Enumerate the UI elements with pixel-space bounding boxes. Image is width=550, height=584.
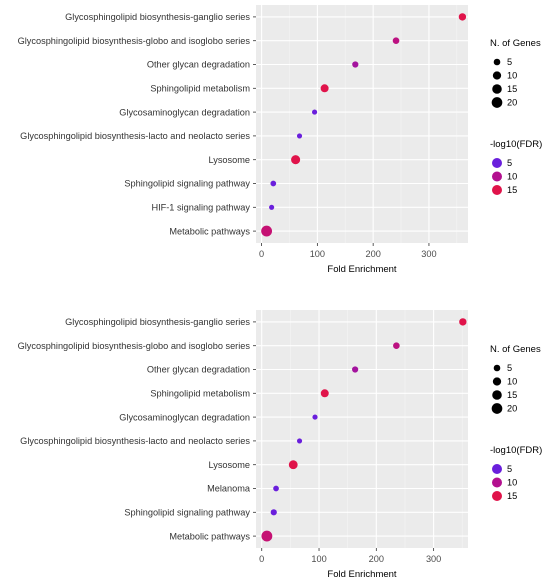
data-point [288, 460, 298, 470]
category-label: Glycosphingolipid biosynthesis-ganglio s… [65, 317, 250, 327]
color-legend-title: -log10(FDR) [490, 139, 542, 150]
category-label: Glycosaminoglycan degradation [119, 107, 250, 117]
data-point [392, 37, 400, 45]
size-legend-label: 10 [507, 71, 517, 81]
category-label: Other glycan degradation [147, 60, 250, 70]
size-legend-label: 10 [507, 377, 517, 387]
size-legend-key [493, 58, 501, 66]
size-legend-key [491, 403, 503, 414]
color-legend: -log10(FDR) 5 10 15 [490, 139, 542, 195]
x-tick-label: 100 [311, 554, 326, 564]
size-legend-key [491, 97, 503, 108]
color-legend-key [492, 477, 502, 488]
color-legend-label: 5 [507, 464, 512, 474]
color-legend-key [492, 171, 502, 182]
data-point [312, 109, 318, 115]
category-label: Glycosphingolipid biosynthesis-lacto and… [20, 436, 250, 446]
color-legend-label: 15 [507, 185, 517, 195]
category-label: Sphingolipid signaling pathway [124, 508, 250, 518]
data-point [352, 366, 359, 373]
x-tick-label: 200 [365, 249, 380, 259]
chart-panel-2: 0 100 200 300 Glycosphingolipid biosynthesis… [18, 310, 542, 580]
color-legend: -log10(FDR) 5 10 15 [490, 445, 542, 501]
size-legend-label: 15 [507, 390, 517, 400]
category-label: Sphingolipid signaling pathway [124, 179, 250, 189]
data-point [296, 133, 303, 139]
x-tick-label: 200 [369, 554, 384, 564]
color-legend-label: 15 [507, 491, 517, 501]
size-legend-label: 15 [507, 84, 517, 94]
category-label: Glycosphingolipid biosynthesis-ganglio s… [65, 12, 250, 22]
size-legend: N. of Genes 5 10 15 20 [490, 38, 541, 108]
plot-background [256, 5, 468, 243]
data-point [270, 509, 277, 516]
x-tick-label: 300 [421, 249, 436, 259]
size-legend-label: 20 [507, 98, 517, 108]
size-legend-key [492, 390, 502, 400]
plot-background [256, 310, 468, 548]
x-tick-label: 0 [259, 249, 264, 259]
color-legend-title: -log10(FDR) [490, 445, 542, 456]
category-label: HIF-1 signaling pathway [151, 203, 250, 213]
category-label: Glycosphingolipid biosynthesis-lacto and… [20, 131, 250, 141]
category-label: Sphingolipid metabolism [150, 389, 250, 399]
size-legend-title: N. of Genes [490, 344, 541, 355]
category-label: Glycosphingolipid biosynthesis-globo and… [18, 341, 251, 351]
category-label: Lysosome [208, 460, 250, 470]
size-legend-label: 5 [507, 363, 512, 373]
size-legend-title: N. of Genes [490, 38, 541, 49]
size-legend-key [492, 84, 502, 94]
x-tick-label: 300 [426, 554, 441, 564]
chart-panel-1: 0 100 200 300 Glycosphingolipid biosynthesis… [18, 5, 542, 275]
category-label: Metabolic pathways [169, 531, 250, 541]
data-point [458, 13, 467, 21]
x-tick-label: 100 [310, 249, 325, 259]
data-point [459, 318, 467, 326]
size-legend-key [493, 364, 501, 372]
category-label: Melanoma [207, 484, 251, 494]
size-legend-label: 20 [507, 404, 517, 414]
category-label: Glycosaminoglycan degradation [119, 412, 250, 422]
category-label: Sphingolipid metabolism [150, 84, 250, 94]
data-point [393, 342, 400, 350]
size-legend-key [492, 71, 502, 80]
data-point [312, 414, 318, 420]
data-point [261, 225, 273, 237]
category-label: Glycosphingolipid biosynthesis-globo and… [18, 36, 251, 46]
data-point [269, 204, 275, 210]
color-legend-label: 10 [507, 478, 517, 488]
category-label: Lysosome [208, 155, 250, 165]
size-legend-label: 5 [507, 57, 512, 67]
x-axis-title: Fold Enrichment [327, 569, 397, 580]
data-point [352, 61, 359, 68]
color-legend-label: 5 [507, 158, 512, 168]
data-point [320, 84, 329, 93]
color-legend-key [492, 464, 502, 474]
color-legend-key [492, 158, 502, 168]
category-label: Metabolic pathways [169, 226, 250, 236]
color-legend-key [492, 185, 502, 195]
data-point [320, 389, 329, 398]
category-label: Other glycan degradation [147, 365, 250, 375]
size-legend: N. of Genes 5 10 15 20 [490, 344, 541, 414]
size-legend-key [492, 377, 502, 386]
data-point [296, 438, 303, 444]
color-legend-key [492, 491, 502, 501]
color-legend-label: 10 [507, 172, 517, 182]
data-point [273, 485, 279, 492]
x-tick-label: 0 [259, 554, 264, 564]
x-axis-title: Fold Enrichment [327, 264, 397, 275]
data-point [270, 180, 277, 187]
data-point [291, 155, 301, 165]
data-point [261, 530, 273, 542]
